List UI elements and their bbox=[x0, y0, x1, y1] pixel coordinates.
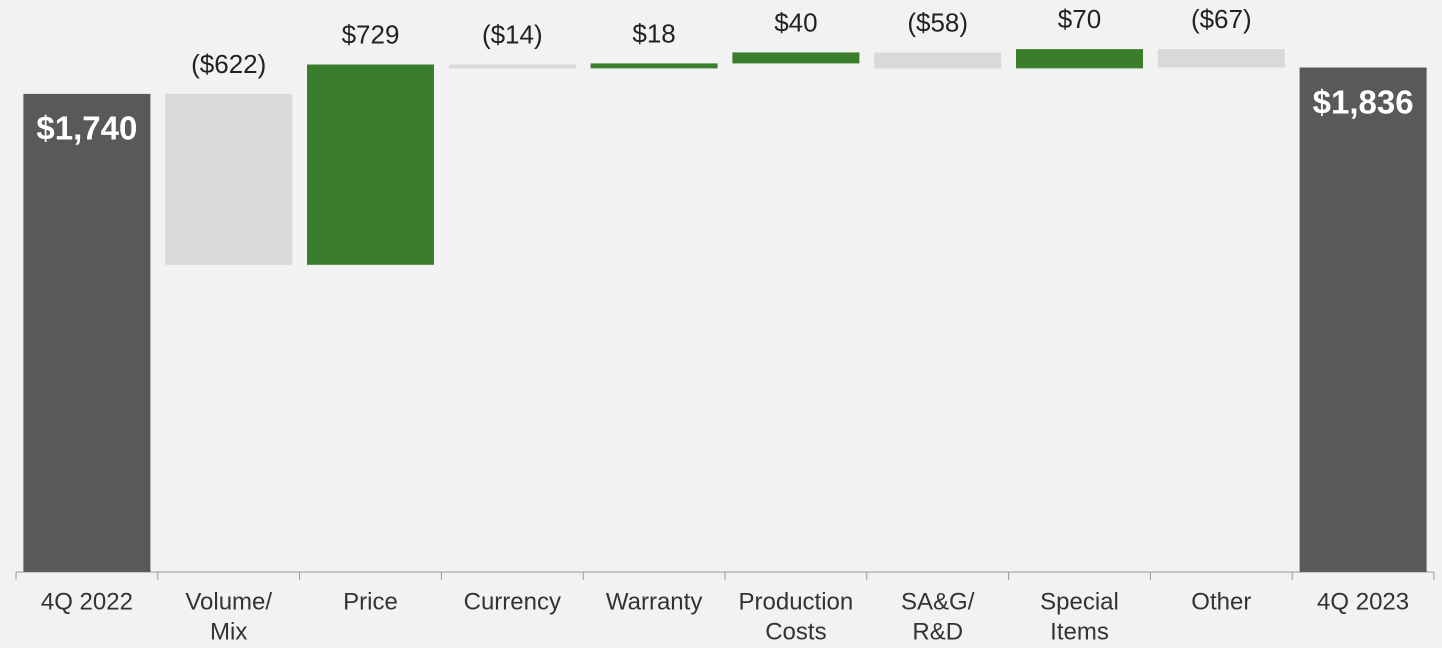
value-label: $70 bbox=[1058, 4, 1101, 34]
x-tick-label: 4Q 2023 bbox=[1317, 588, 1409, 615]
value-label: $18 bbox=[632, 18, 675, 48]
x-tick-label: Price bbox=[343, 588, 398, 615]
x-tick-label: Items bbox=[1050, 618, 1109, 645]
value-label: $1,740 bbox=[36, 110, 137, 147]
x-tick-label: Production bbox=[739, 588, 854, 615]
value-label: $1,836 bbox=[1313, 83, 1414, 120]
x-tick-label: Other bbox=[1191, 588, 1251, 615]
x-tick-label: Warranty bbox=[606, 588, 702, 615]
bar bbox=[590, 63, 718, 69]
x-tick-label: 4Q 2022 bbox=[41, 588, 133, 615]
x-tick-label: R&D bbox=[912, 618, 963, 645]
x-tick-label: Volume/ bbox=[185, 588, 272, 615]
bar bbox=[732, 52, 860, 64]
x-tick-label: Currency bbox=[464, 588, 561, 615]
value-label: ($67) bbox=[1191, 4, 1252, 34]
x-tick-label: Special bbox=[1040, 588, 1119, 615]
bar bbox=[1016, 49, 1143, 69]
value-label: ($14) bbox=[482, 19, 543, 49]
value-label: $40 bbox=[774, 7, 817, 37]
bar bbox=[23, 93, 151, 573]
bar bbox=[1157, 49, 1285, 68]
x-tick-label: SA&G/ bbox=[901, 588, 975, 615]
bar bbox=[307, 64, 434, 265]
value-label: $729 bbox=[342, 19, 400, 49]
bar bbox=[1299, 67, 1427, 572]
value-label: ($58) bbox=[907, 7, 968, 37]
bar bbox=[165, 93, 293, 265]
value-label: ($622) bbox=[191, 49, 266, 79]
x-tick-label: Mix bbox=[210, 618, 247, 645]
bar bbox=[874, 52, 1002, 69]
x-tick-label: Costs bbox=[765, 618, 826, 645]
bar bbox=[448, 64, 576, 69]
